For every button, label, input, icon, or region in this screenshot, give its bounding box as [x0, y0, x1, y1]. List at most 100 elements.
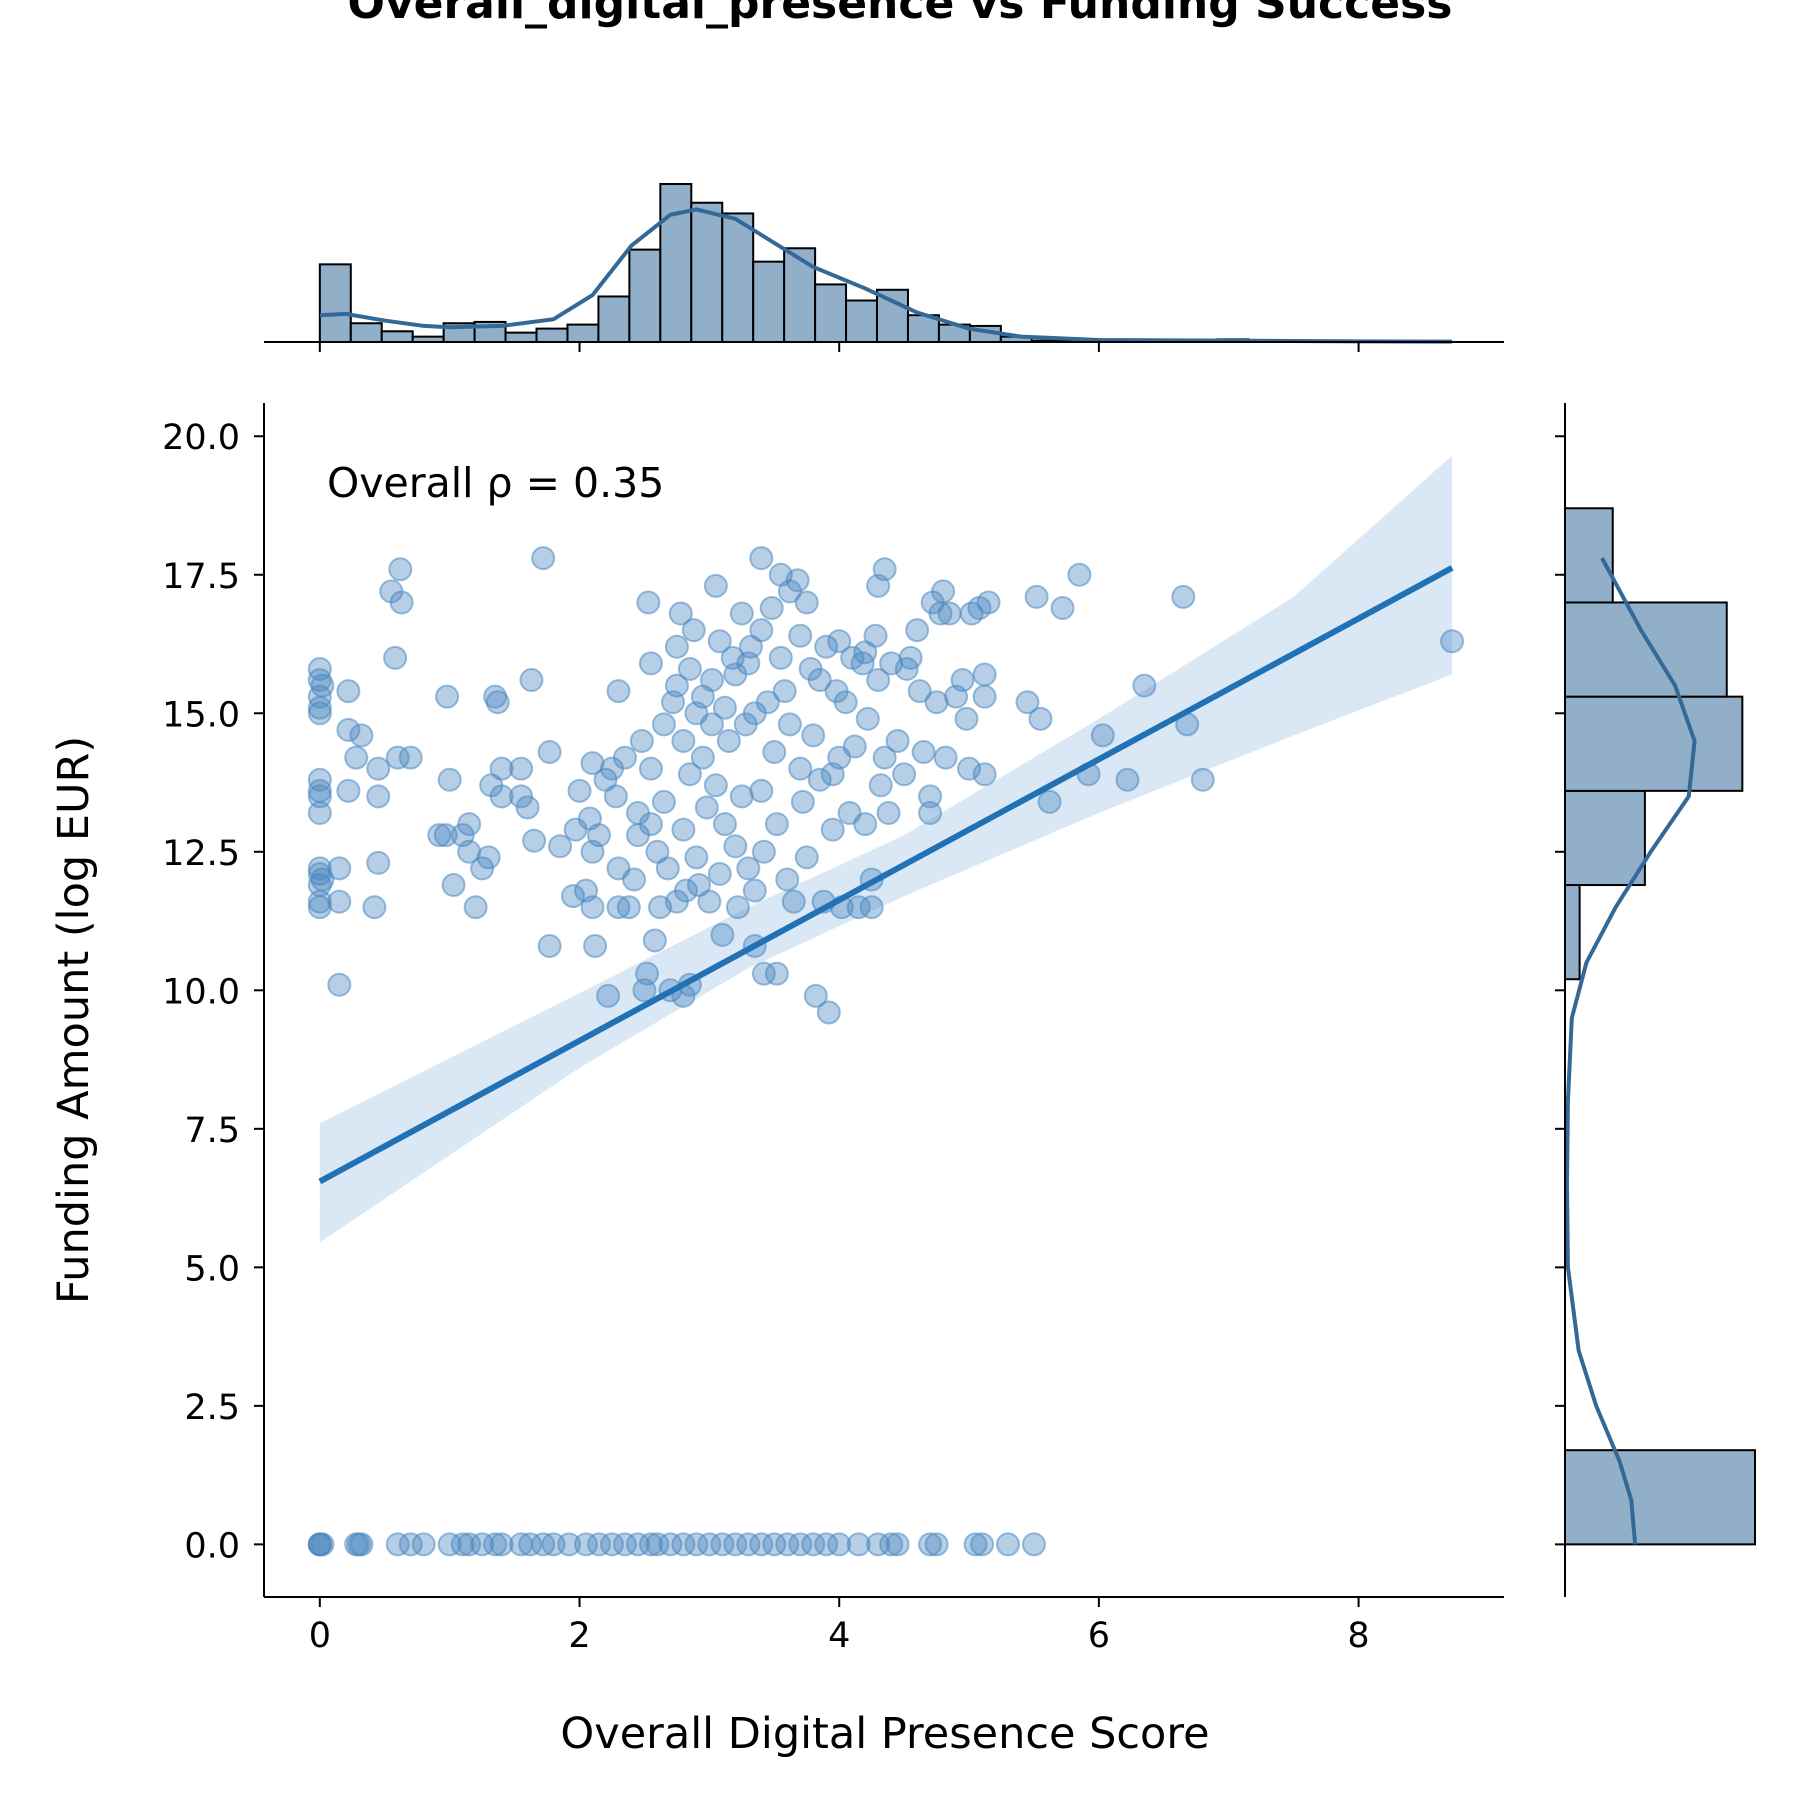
- scatter-point: [699, 712, 724, 737]
- scatter-point: [531, 546, 556, 571]
- scatter-point: [433, 823, 458, 848]
- scatter-point: [972, 762, 997, 787]
- scatter-point: [775, 867, 800, 892]
- scatter-point: [463, 895, 488, 920]
- scatter-point: [616, 895, 641, 920]
- scatter-point: [707, 861, 732, 886]
- scatter-point: [911, 740, 936, 765]
- x-hist-bar: [566, 323, 600, 344]
- scatter-point: [807, 668, 832, 693]
- scatter-point: [586, 823, 611, 848]
- scatter-point: [638, 812, 663, 837]
- scatter-point: [846, 895, 871, 920]
- scatter-point: [629, 728, 654, 753]
- scatter-point: [814, 634, 839, 659]
- scatter-point: [489, 784, 514, 809]
- scatter-point: [389, 590, 414, 615]
- scatter-point: [435, 684, 460, 709]
- scatter-point: [788, 756, 813, 781]
- scatter-point: [398, 745, 423, 770]
- scatter-point: [751, 961, 776, 986]
- scatter-point: [801, 723, 826, 748]
- y-hist-bar: [1564, 601, 1728, 698]
- y-tick-label: 12.5: [162, 834, 240, 874]
- scatter-point: [537, 740, 562, 765]
- scatter-point: [437, 1532, 462, 1557]
- scatter-point: [820, 817, 845, 842]
- scatter-point: [366, 850, 391, 875]
- scatter-point: [310, 1532, 335, 1557]
- scatter-point: [636, 590, 661, 615]
- scatter-point: [327, 856, 352, 881]
- scatter-point: [749, 1532, 774, 1557]
- x-hist-bar: [752, 260, 786, 343]
- x-hist-bar: [380, 330, 414, 344]
- y-hist-bar: [1564, 1449, 1756, 1546]
- scatter-point: [866, 1532, 891, 1557]
- x-hist-bar: [318, 263, 352, 344]
- scatter-point: [567, 778, 592, 803]
- scatter-point: [918, 1532, 943, 1557]
- scatter-point: [807, 767, 832, 792]
- scatter-point: [664, 634, 689, 659]
- scatter-point: [885, 728, 910, 753]
- scatter-point: [742, 878, 767, 903]
- scatter-point: [561, 884, 586, 909]
- scatter-point: [681, 618, 706, 643]
- scatter-point: [450, 1532, 475, 1557]
- scatter-point: [963, 1532, 988, 1557]
- scatter-point: [518, 1532, 543, 1557]
- chart-title: Overall_digital_presence vs Funding Succ…: [347, 0, 1453, 29]
- scatter-point: [751, 839, 776, 864]
- scatter-point: [905, 618, 930, 643]
- scatter-point: [937, 601, 962, 626]
- scatter-point: [749, 778, 774, 803]
- scatter-point: [645, 1532, 670, 1557]
- scatter-point: [658, 1532, 683, 1557]
- scatter-point: [483, 1532, 508, 1557]
- scatter-point: [485, 690, 510, 715]
- scatter-point: [775, 1532, 800, 1557]
- scatter-point: [574, 1532, 599, 1557]
- scatter-point: [764, 961, 789, 986]
- scatter-point: [457, 1532, 482, 1557]
- scatter-point: [690, 745, 715, 770]
- confidence-band: [319, 455, 1453, 1243]
- scatter-point: [772, 679, 797, 704]
- y-hist-bar: [1564, 884, 1581, 981]
- scatter-point: [827, 629, 852, 654]
- scatter-point: [707, 629, 732, 654]
- scatter-point: [924, 1532, 949, 1557]
- scatter-point: [972, 684, 997, 709]
- scatter-point: [385, 745, 410, 770]
- scatter-point: [327, 889, 352, 914]
- y-tick-label: 15.0: [162, 695, 240, 735]
- scatter-point: [1440, 629, 1465, 654]
- scatter-point: [1024, 584, 1049, 609]
- scatter-point: [699, 668, 724, 693]
- scatter-point: [307, 695, 332, 720]
- x-tick-label: 2: [568, 1616, 590, 1656]
- regression-line: [318, 565, 1454, 1185]
- scatter-point: [1132, 673, 1157, 698]
- x-hist-bar: [876, 288, 909, 344]
- scatter-point: [612, 745, 637, 770]
- y-tick-label: 17.5: [162, 557, 240, 597]
- scatter-point: [1050, 596, 1075, 621]
- y-marginal-histogram: [1555, 403, 1756, 1597]
- scatter-point: [762, 1532, 787, 1557]
- scatter-point: [764, 812, 789, 837]
- scatter-point: [712, 695, 737, 720]
- scatter-point: [846, 1532, 871, 1557]
- scatter-point: [788, 1532, 813, 1557]
- scatter-point: [1090, 723, 1115, 748]
- scatter-point: [931, 579, 956, 604]
- scatter-point: [635, 961, 660, 986]
- scatter-point: [362, 895, 387, 920]
- x-axis-label: Overall Digital Presence Score: [560, 1709, 1209, 1759]
- scatter-point: [859, 895, 884, 920]
- scatter-point: [872, 557, 897, 582]
- scatter-point: [668, 601, 693, 626]
- x-tick-label: 6: [1088, 1616, 1110, 1656]
- scatter-point: [622, 867, 647, 892]
